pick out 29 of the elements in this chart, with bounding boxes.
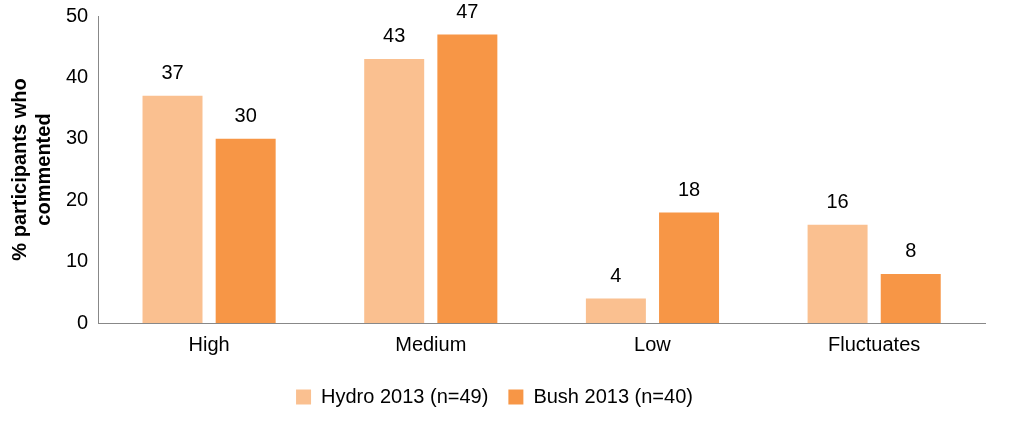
y-tick-label: 30: [66, 126, 89, 149]
bar: [585, 298, 646, 323]
y-tick-label: 40: [66, 64, 89, 87]
x-tick-label: Low: [634, 332, 672, 355]
y-axis-title: % participants who commented: [7, 78, 54, 261]
x-tick-label: Medium: [395, 332, 467, 355]
bar: [142, 95, 203, 323]
data-label: 30: [234, 104, 257, 127]
data-label: 37: [161, 61, 184, 84]
y-tick-label: 10: [66, 249, 89, 272]
bar: [807, 224, 868, 323]
data-label: 4: [610, 263, 622, 286]
data-label: 18: [677, 178, 701, 200]
legend-label: Hydro 2013 (n=49): [321, 384, 489, 407]
legend-label: Bush 2013 (n=40): [533, 384, 693, 407]
bar: [659, 212, 720, 323]
x-tick-label: High: [188, 332, 230, 355]
bar: [880, 273, 941, 323]
bar: [364, 58, 425, 323]
bar: [437, 34, 498, 323]
data-label: 8: [905, 239, 917, 262]
data-label: 16: [826, 190, 849, 213]
y-tick-label: 50: [66, 3, 89, 26]
data-label: 43: [383, 24, 406, 47]
bar: [215, 138, 276, 323]
y-tick-label: 0: [77, 310, 89, 333]
y-tick-label: 20: [66, 187, 89, 210]
x-tick-label: Fluctuates: [828, 332, 921, 355]
data-label: 47: [456, 0, 479, 22]
